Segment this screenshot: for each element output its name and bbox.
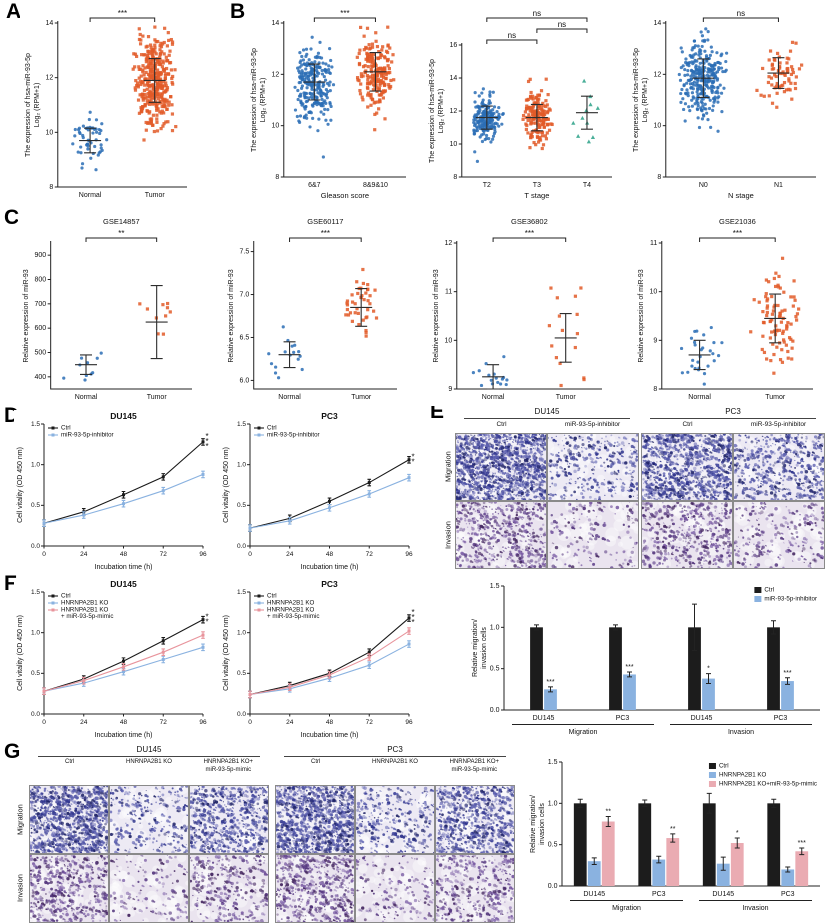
cell-line-label: PC3 xyxy=(387,745,403,754)
micro-g-du145-ctrl-invasion xyxy=(29,854,109,923)
micro-g-pc3-ctrl-migration xyxy=(275,785,355,854)
panel-label-F: F xyxy=(4,572,17,595)
chart-a-normal-tumor-scatter xyxy=(20,4,195,204)
condition-label: HNRNPA2B1 KO xyxy=(126,759,172,765)
chart-f-pc3-growth-curve xyxy=(220,578,422,740)
micro-e-du145-inhibitor-invasion xyxy=(547,501,639,569)
condition-label: HNRNPA2B1 KO+ miR-93-5p-mimic xyxy=(449,759,500,773)
condition-label: Ctrl xyxy=(682,421,693,428)
row-label-migration: Migration xyxy=(443,451,453,483)
chart-c-gse14857-scatter xyxy=(18,214,200,406)
condition-label: Ctrl xyxy=(64,759,75,765)
cell-line-label: PC3 xyxy=(725,407,741,416)
micro-g-pc3-ko-mimic-migration xyxy=(435,785,515,854)
panel-g-header-du145: DU145 Ctrl HNRNPA2B1 KO HNRNPA2B1 KO+ mi… xyxy=(30,745,268,774)
cell-line-label: DU145 xyxy=(136,745,162,754)
header-rule xyxy=(38,756,260,757)
micro-e-pc3-ctrl-invasion xyxy=(641,501,733,569)
condition-label: miR-93-5p-inhibitor xyxy=(564,421,621,428)
micro-e-pc3-ctrl-migration xyxy=(641,433,733,501)
chart-b-gleason-scatter xyxy=(246,4,414,204)
micro-g-du145-ko-mimic-migration xyxy=(189,785,269,854)
header-rule xyxy=(650,418,816,419)
condition-label: HNRNPA2B1 KO xyxy=(372,759,418,765)
row-label-invasion: Invasion xyxy=(15,874,25,903)
micro-g-pc3-ko-invasion xyxy=(355,854,435,923)
condition-label: Ctrl xyxy=(496,421,507,428)
micro-g-du145-ko-invasion xyxy=(109,854,189,923)
row-label-invasion: Invasion xyxy=(443,521,453,549)
panel-label-C: C xyxy=(4,206,20,229)
micro-e-du145-inhibitor-migration xyxy=(547,433,639,501)
header-rule xyxy=(464,418,630,419)
micro-e-du145-ctrl-migration xyxy=(455,433,547,501)
micro-g-pc3-ko-mimic-invasion xyxy=(435,854,515,923)
chart-g-migration-invasion-bars xyxy=(526,752,824,920)
micro-g-du145-ctrl-migration xyxy=(29,785,109,854)
condition-label: miR-93-5p-inhibitor xyxy=(750,421,807,428)
micro-e-du145-ctrl-invasion xyxy=(455,501,547,569)
micro-e-pc3-inhibitor-migration xyxy=(733,433,825,501)
micro-g-du145-ko-migration xyxy=(109,785,189,854)
panel-label-G: G xyxy=(4,740,21,763)
chart-c-gse21036-scatter xyxy=(633,214,821,406)
chart-b-tstage-scatter xyxy=(424,4,620,204)
panel-label-B: B xyxy=(230,0,246,23)
micro-g-du145-ko-mimic-invasion xyxy=(189,854,269,923)
row-label-migration: Migration xyxy=(15,804,25,835)
condition-label: HNRNPA2B1 KO+ miR-93-5p-mimic xyxy=(203,759,254,773)
panel-e-header-du145: DU145 Ctrl miR-93-5p-inhibitor xyxy=(456,407,638,429)
header-rule xyxy=(284,756,506,757)
chart-c-gse60117-scatter xyxy=(223,214,405,406)
panel-e-header-pc3: PC3 Ctrl miR-93-5p-inhibitor xyxy=(642,407,824,429)
chart-b-nstage-scatter xyxy=(628,4,824,204)
panel-g-header-pc3: PC3 Ctrl HNRNPA2B1 KO HNRNPA2B1 KO+ miR-… xyxy=(276,745,514,774)
cell-line-label: DU145 xyxy=(534,407,560,416)
micro-g-pc3-ko-migration xyxy=(355,785,435,854)
condition-label: Ctrl xyxy=(310,759,321,765)
panel-label-A: A xyxy=(6,0,22,23)
micro-g-pc3-ctrl-invasion xyxy=(275,854,355,923)
chart-c-gse36802-scatter xyxy=(428,214,610,406)
micro-e-pc3-inhibitor-invasion xyxy=(733,501,825,569)
chart-f-du145-growth-curve xyxy=(14,578,216,740)
chart-d-du145-growth-curve xyxy=(14,410,216,572)
chart-e-migration-invasion-bars xyxy=(468,576,824,744)
chart-d-pc3-growth-curve xyxy=(220,410,422,572)
